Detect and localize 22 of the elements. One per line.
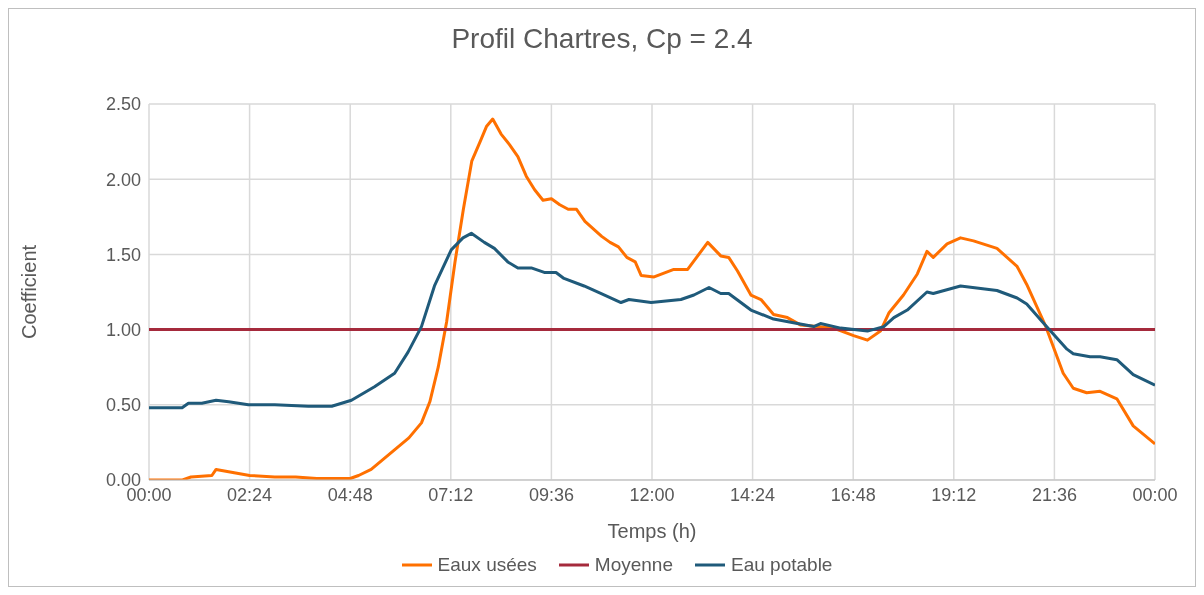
legend-label: Moyenne (594, 554, 674, 576)
chart-title: Profil Chartres, Cp = 2.4 (450, 23, 754, 55)
x-axis-title: Temps (h) (607, 520, 697, 542)
x-tick-label: 02:24 (227, 484, 273, 505)
x-tick-label: 14:24 (730, 484, 776, 505)
x-tick-label: 21:36 (1031, 484, 1077, 505)
legend-label: Eaux usées (437, 554, 537, 576)
x-tick-label: 07:12 (428, 484, 474, 505)
x-tick-label: 16:48 (830, 484, 876, 505)
y-tick-label: 1.00 (105, 319, 141, 340)
y-tick-label: 2.50 (105, 94, 141, 115)
x-tick-label: 00:00 (1132, 484, 1178, 505)
x-tick-label: 09:36 (528, 484, 574, 505)
legend-label: Eau potable (731, 554, 833, 576)
y-tick-label: 1.50 (105, 244, 141, 265)
line-series (149, 231, 1155, 410)
y-tick-label: 2.00 (105, 169, 141, 190)
x-tick-label: 12:00 (629, 484, 675, 505)
x-tick-label: 04:48 (327, 484, 373, 505)
y-tick-label: 0.50 (105, 395, 141, 416)
x-tick-label: 19:12 (931, 484, 977, 505)
y-axis-title: Coefficient (18, 244, 41, 340)
